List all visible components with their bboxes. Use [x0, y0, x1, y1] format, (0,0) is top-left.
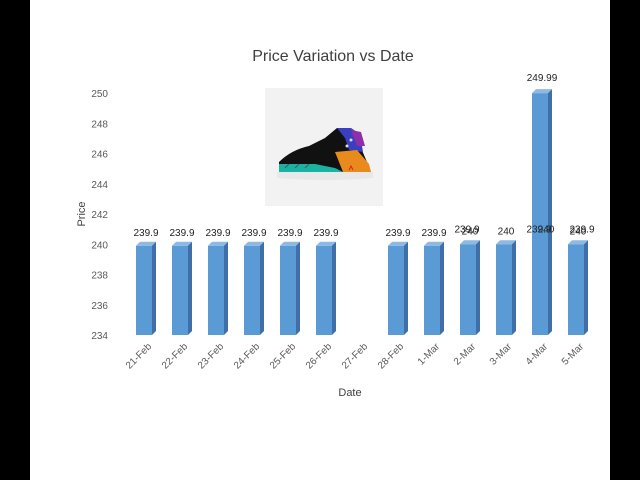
bar [136, 241, 156, 335]
bar-front [172, 245, 188, 335]
data-label: 239.9 [277, 228, 302, 239]
bar-top [388, 241, 408, 246]
bar-side [584, 240, 588, 335]
data-label: 249.99 [527, 73, 558, 84]
bar-side [224, 241, 228, 335]
bar [532, 89, 552, 336]
bar-top [172, 241, 192, 246]
x-tick-label: 26-Feb [304, 341, 334, 371]
y-tick-label: 234 [91, 331, 108, 342]
bar-top [460, 240, 480, 245]
y-tick-label: 238 [91, 271, 108, 282]
y-axis: 234 236 238 240 242 244 246 248 250 [91, 89, 108, 342]
bar-chart: Price Variation vs Date Price Date 23423… [76, 48, 595, 399]
bar [172, 241, 192, 335]
data-label: 239.9 [241, 228, 266, 239]
bar-top [280, 241, 300, 246]
bar-top [208, 241, 228, 246]
bar-front [136, 245, 152, 335]
x-tick-label: 21-Feb [124, 341, 154, 371]
chart-title: Price Variation vs Date [252, 48, 414, 65]
bar-side [152, 241, 156, 335]
bar [244, 241, 264, 335]
data-label: 239.9 [313, 228, 338, 239]
x-tick-label: 2-Mar [452, 341, 479, 368]
bar-top [316, 241, 336, 246]
bar-front [496, 244, 512, 335]
x-tick-label: 3-Mar [488, 341, 515, 368]
bar [496, 240, 516, 335]
y-tick-label: 244 [91, 180, 108, 191]
bar-side [404, 241, 408, 335]
sneaker-image [265, 88, 383, 206]
y-tick-label: 240 [91, 240, 108, 251]
y-tick-label: 250 [91, 89, 108, 100]
data-label: 239.9 [526, 224, 551, 235]
bar [316, 241, 336, 335]
data-labels: 239.9 239.9 239.9 239.9 239.9 239.9 239.9 239.9… [133, 73, 594, 239]
bar-side [440, 241, 444, 335]
bar-side [332, 241, 336, 335]
bar-top [424, 241, 444, 246]
bar-front [388, 245, 404, 335]
bar-top [244, 241, 264, 246]
data-label: 240 [462, 226, 479, 237]
x-tick-label: 25-Feb [268, 341, 298, 371]
bar-side [188, 241, 192, 335]
bar-front [208, 245, 224, 335]
x-axis: 21-Feb 22-Feb 23-Feb 24-Feb 25-Feb 26-Feb 27-F… [124, 341, 587, 372]
x-axis-label: Date [338, 387, 361, 399]
bar-front [532, 93, 548, 336]
y-tick-label: 248 [91, 119, 108, 130]
data-label: 240 [538, 224, 555, 235]
bar-top [136, 241, 156, 246]
bar-side [476, 240, 480, 335]
x-tick-label: 1-Mar [416, 341, 443, 368]
y-axis-label: Price [76, 201, 88, 226]
bar-top [532, 89, 552, 94]
bar [568, 240, 588, 335]
x-tick-label: 23-Feb [196, 341, 226, 371]
data-label: 239.9 [205, 228, 230, 239]
bar-front [244, 245, 260, 335]
y-tick-label: 242 [91, 210, 108, 221]
bar-top [496, 240, 516, 245]
bar [208, 241, 228, 335]
bar-front [316, 245, 332, 335]
data-label: 239.9 [133, 228, 158, 239]
data-label: 239.9 [169, 228, 194, 239]
chart-panel: Price Variation vs Date Price Date 234 23… [30, 0, 610, 480]
bar-side [512, 240, 516, 335]
bar [388, 241, 408, 335]
x-tick-label: 28-Feb [376, 341, 406, 371]
y-tick-label: 236 [91, 301, 108, 312]
bar [280, 241, 300, 335]
data-label: 240 [498, 226, 515, 237]
data-label: 239.9 [454, 224, 479, 235]
bars [136, 89, 588, 336]
data-label: 240 [570, 226, 587, 237]
bar [460, 240, 480, 335]
data-label: 239.9 [385, 228, 410, 239]
bar-side [260, 241, 264, 335]
bar-front [460, 244, 476, 335]
bar [424, 241, 444, 335]
bar-top [568, 240, 588, 245]
bar-front [280, 245, 296, 335]
bar-front [568, 244, 584, 335]
y-tick-label: 246 [91, 150, 108, 161]
bar-front [424, 245, 440, 335]
x-tick-label: 27-Feb [340, 341, 370, 371]
x-tick-label: 24-Feb [232, 341, 262, 371]
bar-side [548, 89, 552, 336]
data-label: 239.9 [569, 224, 594, 235]
data-label: 239.9 [421, 228, 446, 239]
x-tick-label: 4-Mar [524, 341, 551, 368]
bar-side [296, 241, 300, 335]
x-tick-label: 5-Mar [560, 341, 587, 368]
x-tick-label: 22-Feb [160, 341, 190, 371]
